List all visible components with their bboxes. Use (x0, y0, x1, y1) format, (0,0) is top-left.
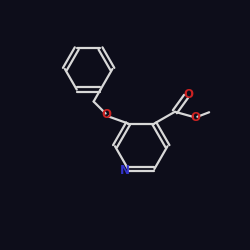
Text: O: O (183, 88, 193, 101)
Text: O: O (101, 108, 111, 121)
Text: O: O (190, 111, 200, 124)
Text: N: N (120, 164, 130, 177)
